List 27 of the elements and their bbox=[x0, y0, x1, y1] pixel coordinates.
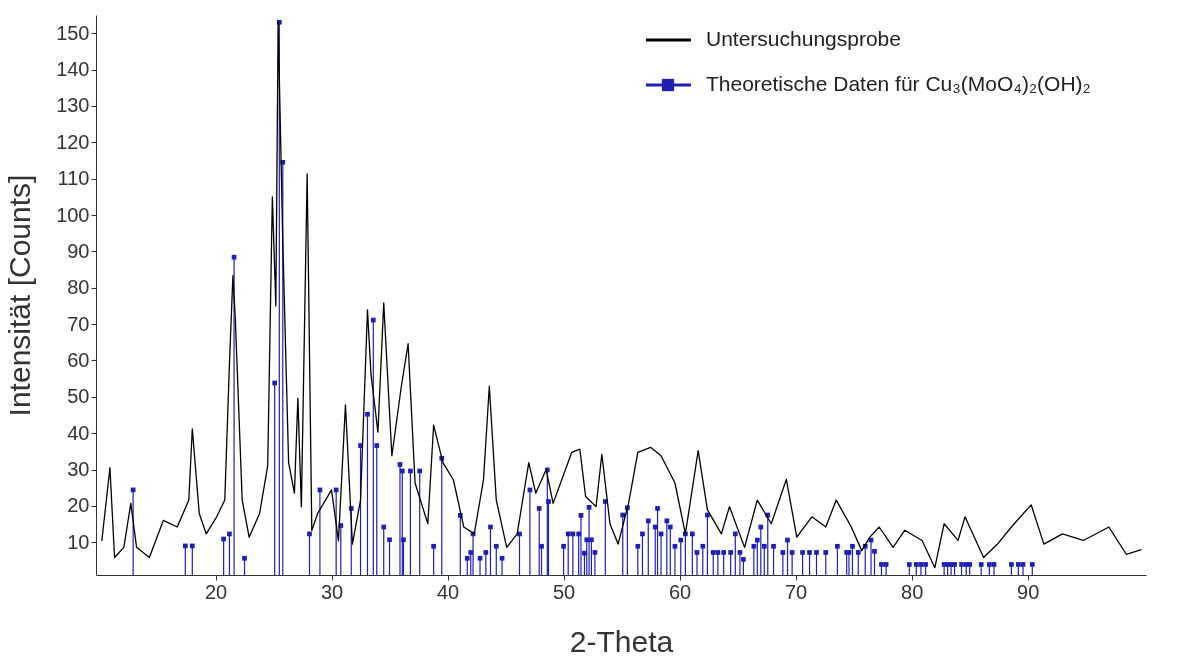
y-tick-label: 80 bbox=[67, 276, 90, 299]
y-tick-label: 120 bbox=[56, 130, 90, 153]
legend-label: Theoretische Daten für Cu₃(MoO₄)₂(OH)₂ bbox=[706, 72, 1091, 95]
y-tick-label: 90 bbox=[67, 239, 90, 262]
y-tick-label: 100 bbox=[56, 203, 90, 226]
y-tick-label: 150 bbox=[56, 21, 90, 44]
y-tick-label: 130 bbox=[56, 94, 90, 117]
x-tick-label: 40 bbox=[436, 580, 460, 603]
y-tick-label: 20 bbox=[67, 494, 90, 517]
x-axis-title: 2-Theta bbox=[569, 624, 674, 658]
x-tick-label: 20 bbox=[204, 580, 228, 603]
legend-label: Untersuchungsprobe bbox=[706, 27, 901, 50]
y-axis-title: Intensität [Counts] bbox=[3, 174, 37, 417]
x-tick-label: 60 bbox=[668, 580, 692, 603]
y-tick-label: 50 bbox=[67, 385, 90, 408]
y-tick-label: 30 bbox=[67, 458, 90, 481]
x-tick-label: 50 bbox=[552, 580, 576, 603]
x-tick-label: 80 bbox=[901, 580, 924, 603]
y-tick-label: 110 bbox=[57, 167, 90, 190]
x-tick-label: 70 bbox=[784, 580, 808, 603]
y-tick-label: 40 bbox=[67, 421, 90, 444]
y-tick-label: 10 bbox=[67, 530, 90, 553]
x-tick-label: 30 bbox=[320, 580, 344, 603]
y-tick-label: 70 bbox=[67, 312, 90, 335]
x-tick-label: 90 bbox=[1017, 580, 1040, 603]
y-tick-label: 60 bbox=[67, 348, 90, 371]
y-tick-label: 140 bbox=[56, 58, 90, 81]
